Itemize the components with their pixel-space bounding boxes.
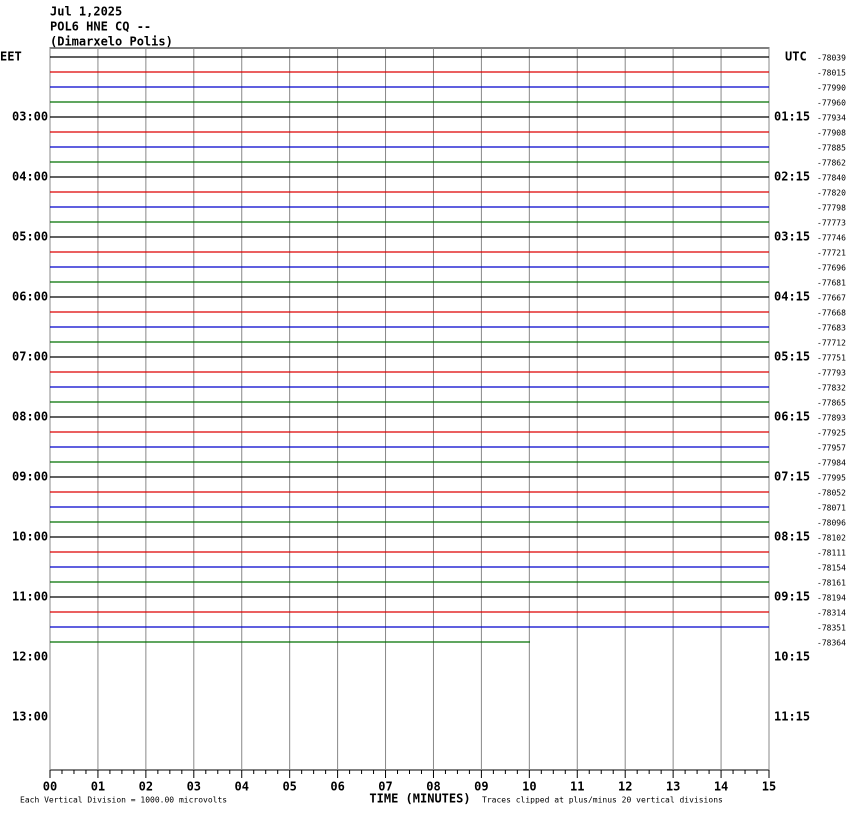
trace-offset: -77667 xyxy=(817,294,846,303)
trace-offset: -77957 xyxy=(817,444,846,453)
x-tick-label: 12 xyxy=(618,780,632,794)
trace-offset: -77820 xyxy=(817,189,846,198)
trace-offset: -77990 xyxy=(817,84,846,93)
x-tick-label: 14 xyxy=(714,780,728,794)
trace-offset: -77960 xyxy=(817,99,846,108)
trace-offset: -77712 xyxy=(817,339,846,348)
x-tick-label: 07 xyxy=(378,780,392,794)
x-axis-title: TIME (MINUTES) xyxy=(369,792,470,806)
right-hour-label: 11:15 xyxy=(774,710,810,724)
trace-offset: -77746 xyxy=(817,234,846,243)
trace-offset: -77798 xyxy=(817,204,846,213)
trace-offset: -77773 xyxy=(817,219,846,228)
left-hour-label: 04:00 xyxy=(12,170,48,184)
station: POL6 HNE CQ -- xyxy=(50,20,151,34)
x-tick-label: 15 xyxy=(762,780,776,794)
x-tick-label: 09 xyxy=(474,780,488,794)
right-hour-label: 06:15 xyxy=(774,410,810,424)
trace-offset: -77893 xyxy=(817,414,846,423)
trace-offset: -78111 xyxy=(817,549,846,558)
right-hour-label: 03:15 xyxy=(774,230,810,244)
trace-offset: -78096 xyxy=(817,519,846,528)
right-hour-label: 05:15 xyxy=(774,350,810,364)
left-hour-label: 03:00 xyxy=(12,110,48,124)
trace-offset: -78015 xyxy=(817,69,846,78)
left-hour-label: 07:00 xyxy=(12,350,48,364)
right-hour-label: 02:15 xyxy=(774,170,810,184)
left-hour-label: 12:00 xyxy=(12,650,48,664)
trace-offset: -77668 xyxy=(817,309,846,318)
x-tick-label: 03 xyxy=(187,780,201,794)
left-hour-label: 11:00 xyxy=(12,590,48,604)
trace-offset: -77925 xyxy=(817,429,846,438)
trace-offset: -78351 xyxy=(817,624,846,633)
right-hour-label: 09:15 xyxy=(774,590,810,604)
trace-offset: -78154 xyxy=(817,564,846,573)
x-tick-label: 02 xyxy=(139,780,153,794)
trace-offset: -77683 xyxy=(817,324,846,333)
left-hour-label: 09:00 xyxy=(12,470,48,484)
left-hour-label: 06:00 xyxy=(12,290,48,304)
trace-offset: -77840 xyxy=(817,174,846,183)
trace-offset: -77862 xyxy=(817,159,846,168)
trace-offset: -77721 xyxy=(817,249,846,258)
right-axis-label: UTC xyxy=(785,50,807,64)
left-axis-label: EET xyxy=(0,50,22,64)
left-hour-label: 05:00 xyxy=(12,230,48,244)
right-hour-label: 08:15 xyxy=(774,530,810,544)
left-hour-label: 08:00 xyxy=(12,410,48,424)
clip-note: Traces clipped at plus/minus 20 vertical… xyxy=(482,796,723,805)
trace-offset: -77885 xyxy=(817,144,846,153)
trace-offset: -77751 xyxy=(817,354,846,363)
right-hour-label: 10:15 xyxy=(774,650,810,664)
x-tick-label: 11 xyxy=(570,780,584,794)
trace-offset: -78194 xyxy=(817,594,846,603)
trace-offset: -78052 xyxy=(817,489,846,498)
right-hour-label: 04:15 xyxy=(774,290,810,304)
trace-offset: -78071 xyxy=(817,504,846,513)
trace-offset: -77995 xyxy=(817,474,846,483)
x-tick-label: 00 xyxy=(43,780,57,794)
trace-offset: -77908 xyxy=(817,129,846,138)
x-tick-label: 08 xyxy=(426,780,440,794)
trace-offset: -77934 xyxy=(817,114,846,123)
date: Jul 1,2025 xyxy=(50,5,122,19)
trace-offset: -77984 xyxy=(817,459,846,468)
left-hour-label: 10:00 xyxy=(12,530,48,544)
trace-offset: -78314 xyxy=(817,609,846,618)
trace-offset: -78161 xyxy=(817,579,846,588)
x-tick-label: 06 xyxy=(330,780,344,794)
x-tick-label: 10 xyxy=(522,780,536,794)
trace-offset: -78102 xyxy=(817,534,846,543)
right-hour-label: 07:15 xyxy=(774,470,810,484)
right-hour-label: 01:15 xyxy=(774,110,810,124)
location: (Dimarxelo Polis) xyxy=(50,35,173,49)
plot: 00 01 02 03 04 05 06 07 08 09 10 11 12 13 14 15 -78039 -7… xyxy=(12,48,846,794)
x-tick-label: 04 xyxy=(235,780,249,794)
x-tick-label: 05 xyxy=(282,780,296,794)
trace-offset: -77865 xyxy=(817,399,846,408)
left-hour-label: 13:00 xyxy=(12,710,48,724)
trace-offset: -77681 xyxy=(817,279,846,288)
x-tick-label: 01 xyxy=(91,780,105,794)
trace-offset: -77696 xyxy=(817,264,846,273)
scale-note: Each Vertical Division = 1000.00 microvo… xyxy=(20,796,227,805)
x-tick-label: 13 xyxy=(666,780,680,794)
trace-offset: -77793 xyxy=(817,369,846,378)
trace-offset: -77832 xyxy=(817,384,846,393)
trace-offset: -78039 xyxy=(817,54,846,63)
trace-offset: -78364 xyxy=(817,639,846,648)
